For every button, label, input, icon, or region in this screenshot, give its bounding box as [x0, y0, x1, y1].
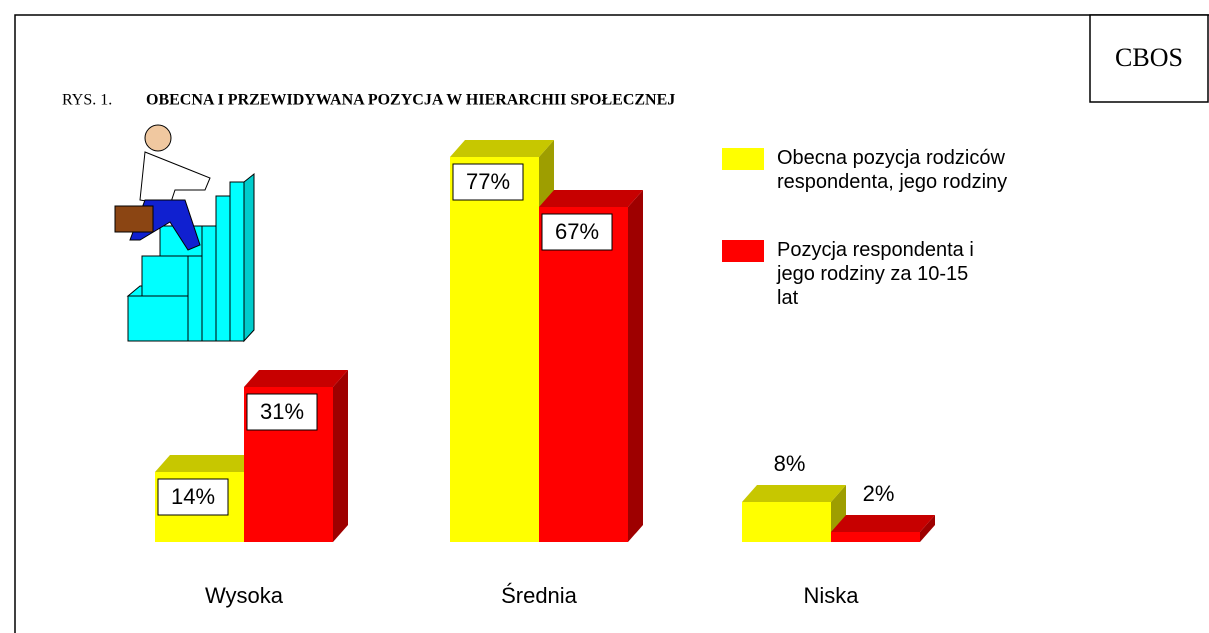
value-label: 67%: [555, 219, 599, 244]
bar-front: [539, 207, 628, 542]
value-label: 8%: [774, 451, 806, 476]
bar-side: [628, 190, 643, 542]
bar: [539, 190, 643, 542]
bar: [742, 485, 846, 542]
value-label: 2%: [863, 481, 895, 506]
value-label: 31%: [260, 399, 304, 424]
legend-label: Pozycja respondenta i jego rodziny za 10…: [777, 239, 974, 309]
value-label-box: [452, 163, 524, 201]
badge-box: [1089, 14, 1209, 103]
bar-side: [333, 370, 348, 542]
climber-illustration: [114, 124, 211, 251]
bar: [831, 515, 935, 542]
bar-top: [155, 455, 259, 472]
x-tick-label: Niska: [803, 583, 859, 608]
bar: [244, 370, 348, 542]
x-tick-label: Wysoka: [205, 583, 284, 608]
legend-swatch: [722, 240, 764, 262]
bar-top: [831, 515, 935, 532]
legend-label: Obecna pozycja rodziców respondenta, jeg…: [777, 147, 1008, 193]
value-label-box: [157, 478, 229, 516]
value-label-box: [541, 213, 613, 251]
badge: CBOS: [1115, 43, 1183, 72]
value-label: 14%: [171, 484, 215, 509]
value-label: 77%: [466, 169, 510, 194]
bar-front: [742, 502, 831, 542]
legend-swatch: [722, 148, 764, 170]
bar-top: [539, 190, 643, 207]
bar-front: [450, 157, 539, 542]
bar-side: [920, 515, 935, 542]
figure-label: RYS. 1.: [62, 92, 112, 109]
chart-title: OBECNA I PRZEWIDYWANA POZYCJA W HIERARCH…: [146, 92, 675, 109]
x-tick-label: Średnia: [501, 583, 578, 608]
bar-top: [742, 485, 846, 502]
bar-front: [831, 532, 920, 542]
bar-top: [450, 140, 554, 157]
bar-top: [244, 370, 348, 387]
value-label-box: [246, 393, 318, 431]
frame: [14, 14, 1209, 633]
stairs-illustration: [126, 172, 255, 343]
